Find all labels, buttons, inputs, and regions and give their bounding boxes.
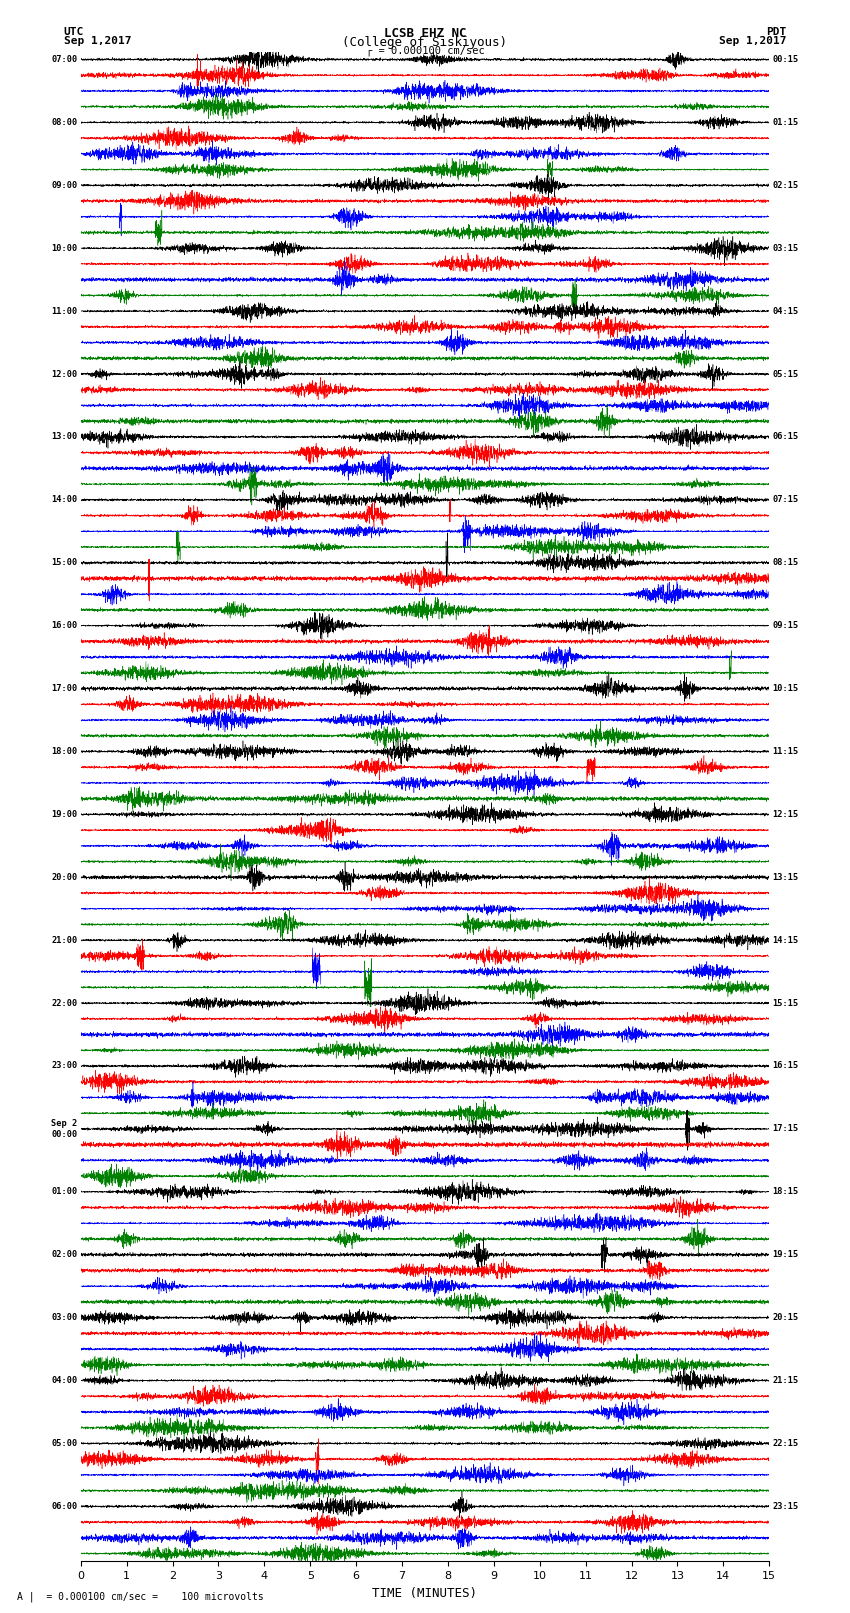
Text: 16:00: 16:00	[51, 621, 77, 631]
Text: 04:15: 04:15	[773, 306, 799, 316]
Text: 06:15: 06:15	[773, 432, 799, 442]
Text: 20:15: 20:15	[773, 1313, 799, 1323]
Text: 01:00: 01:00	[51, 1187, 77, 1197]
Text: 22:15: 22:15	[773, 1439, 799, 1448]
Text: 07:00: 07:00	[51, 55, 77, 65]
Text: 00:15: 00:15	[773, 55, 799, 65]
Text: 21:15: 21:15	[773, 1376, 799, 1386]
Text: 11:15: 11:15	[773, 747, 799, 756]
Text: 20:00: 20:00	[51, 873, 77, 882]
Text: 13:15: 13:15	[773, 873, 799, 882]
Text: ┌ = 0.000100 cm/sec: ┌ = 0.000100 cm/sec	[366, 45, 484, 56]
Text: UTC: UTC	[64, 26, 84, 37]
Text: 04:00: 04:00	[51, 1376, 77, 1386]
Text: 17:00: 17:00	[51, 684, 77, 694]
Text: 18:15: 18:15	[773, 1187, 799, 1197]
Text: Sep 1,2017: Sep 1,2017	[719, 37, 786, 47]
Text: 06:00: 06:00	[51, 1502, 77, 1511]
Text: 17:15: 17:15	[773, 1124, 799, 1134]
Text: A |  = 0.000100 cm/sec =    100 microvolts: A | = 0.000100 cm/sec = 100 microvolts	[17, 1590, 264, 1602]
Text: 21:00: 21:00	[51, 936, 77, 945]
Text: (College of Siskiyous): (College of Siskiyous)	[343, 37, 507, 50]
Text: Sep 2
00:00: Sep 2 00:00	[51, 1119, 77, 1139]
Text: 05:15: 05:15	[773, 369, 799, 379]
Text: 13:00: 13:00	[51, 432, 77, 442]
Text: Sep 1,2017: Sep 1,2017	[64, 37, 131, 47]
Text: 16:15: 16:15	[773, 1061, 799, 1071]
Text: 23:00: 23:00	[51, 1061, 77, 1071]
X-axis label: TIME (MINUTES): TIME (MINUTES)	[372, 1587, 478, 1600]
Text: 22:00: 22:00	[51, 998, 77, 1008]
Text: 02:15: 02:15	[773, 181, 799, 190]
Text: 18:00: 18:00	[51, 747, 77, 756]
Text: 03:15: 03:15	[773, 244, 799, 253]
Text: 15:00: 15:00	[51, 558, 77, 568]
Text: 07:15: 07:15	[773, 495, 799, 505]
Text: 19:00: 19:00	[51, 810, 77, 819]
Text: 05:00: 05:00	[51, 1439, 77, 1448]
Text: 10:00: 10:00	[51, 244, 77, 253]
Text: 02:00: 02:00	[51, 1250, 77, 1260]
Text: 08:00: 08:00	[51, 118, 77, 127]
Text: 12:00: 12:00	[51, 369, 77, 379]
Text: 14:00: 14:00	[51, 495, 77, 505]
Text: LCSB EHZ NC: LCSB EHZ NC	[383, 26, 467, 40]
Text: 09:15: 09:15	[773, 621, 799, 631]
Text: 15:15: 15:15	[773, 998, 799, 1008]
Text: 10:15: 10:15	[773, 684, 799, 694]
Text: 12:15: 12:15	[773, 810, 799, 819]
Text: 11:00: 11:00	[51, 306, 77, 316]
Text: 01:15: 01:15	[773, 118, 799, 127]
Text: 09:00: 09:00	[51, 181, 77, 190]
Text: 14:15: 14:15	[773, 936, 799, 945]
Text: PDT: PDT	[766, 26, 786, 37]
Text: 08:15: 08:15	[773, 558, 799, 568]
Text: 03:00: 03:00	[51, 1313, 77, 1323]
Text: 19:15: 19:15	[773, 1250, 799, 1260]
Text: 23:15: 23:15	[773, 1502, 799, 1511]
